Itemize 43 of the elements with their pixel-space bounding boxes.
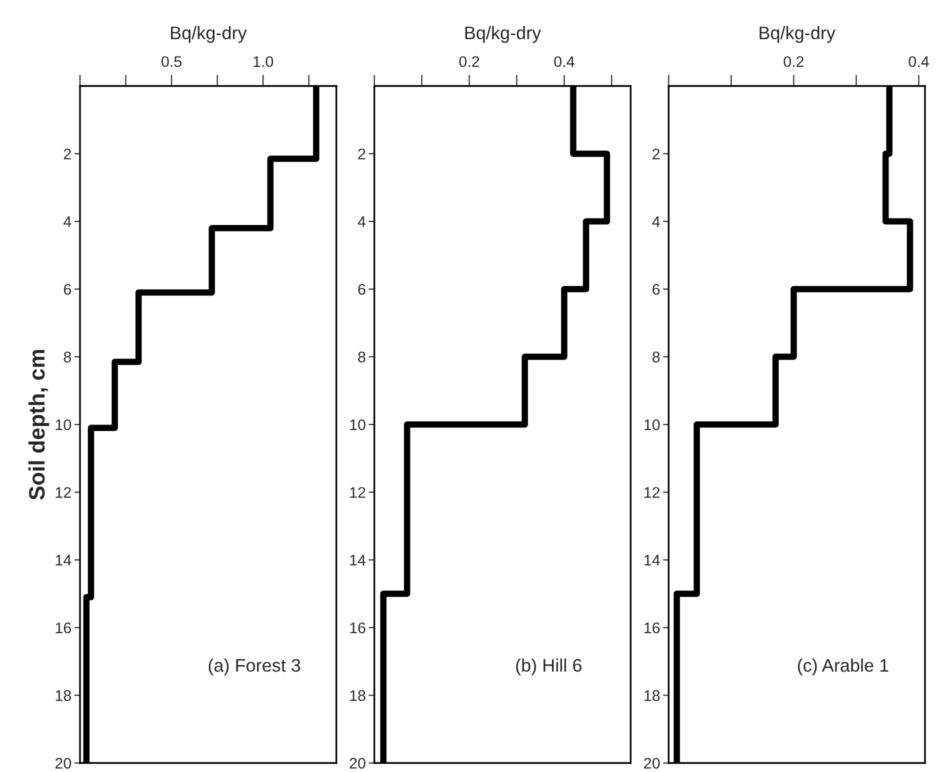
y-tick-label: 12 <box>350 487 366 498</box>
y-tick-label: 18 <box>350 690 366 701</box>
y-tick-label: 14 <box>56 554 72 566</box>
y-tick-label: 16 <box>350 622 366 634</box>
x-axis-title: Bq/kg-dry <box>760 26 836 43</box>
x-tick-label: 0.4 <box>908 56 929 68</box>
y-tick-label: 2 <box>652 148 660 160</box>
y-tick-label: 4 <box>64 216 72 227</box>
y-tick-label: 14 <box>350 554 366 566</box>
y-tick-label: 6 <box>358 284 366 295</box>
y-tick-label: 12 <box>56 487 71 498</box>
y-tick-label: 16 <box>56 622 71 634</box>
y-tick-label: 18 <box>644 690 660 701</box>
y-tick-label: 18 <box>56 690 72 701</box>
annotation: (c) Arable 1 <box>798 658 888 676</box>
y-tick-label: 2 <box>358 148 366 160</box>
y-tick-label: 6 <box>64 284 71 295</box>
y-tick-label: 14 <box>644 554 660 566</box>
y-tick-label: 20 <box>644 758 660 769</box>
y-tick-label: 8 <box>358 352 366 362</box>
y-tick-label: 20 <box>350 758 366 769</box>
y-tick-label: 4 <box>358 216 366 227</box>
x-axis-title: Bq/kg-dry <box>171 26 247 43</box>
y-tick-label: 10 <box>644 419 660 430</box>
x-tick-label: 0.5 <box>162 56 182 68</box>
y-tick-label: 8 <box>64 352 72 362</box>
x-tick-label: 0.2 <box>459 56 480 68</box>
y-tick-label: 8 <box>652 352 660 362</box>
x-tick-label: 0.2 <box>784 56 804 68</box>
y-tick-label: 2 <box>64 148 71 160</box>
x-tick-label: 1.0 <box>254 56 274 68</box>
x-tick-label: 0.4 <box>554 56 574 68</box>
y-tick-label: 10 <box>350 419 366 430</box>
y-axis-title: Soil depth, cm <box>28 350 50 500</box>
y-tick-label: 6 <box>652 284 660 295</box>
y-tick-label: 20 <box>55 758 72 769</box>
annotation: (a) Forest 3 <box>208 658 300 676</box>
annotation: (b) Hill 6 <box>516 658 582 676</box>
y-tick-label: 4 <box>652 216 660 227</box>
y-tick-label: 12 <box>644 487 660 498</box>
y-tick-label: 10 <box>56 419 72 430</box>
x-axis-title: Bq/kg-dry <box>465 26 542 43</box>
y-tick-label: 16 <box>644 622 660 634</box>
